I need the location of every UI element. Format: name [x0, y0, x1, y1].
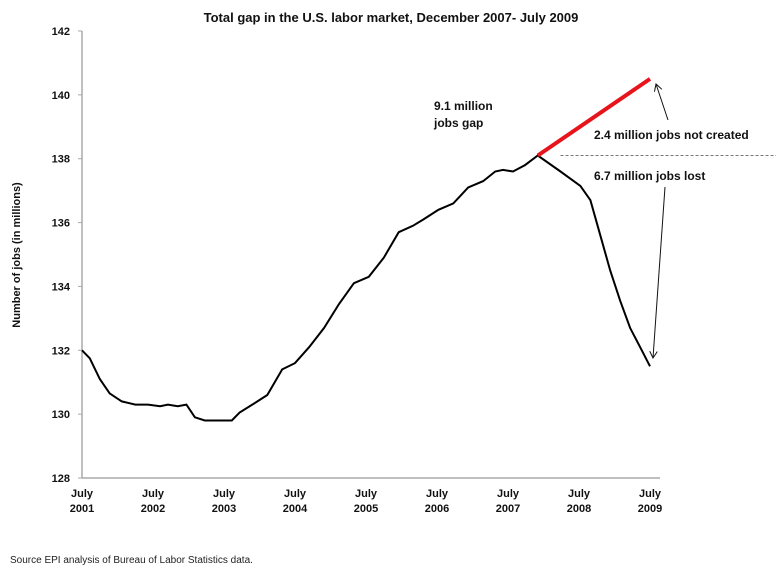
y-tick-label: 128	[52, 473, 70, 485]
y-tick-label: 134	[52, 281, 71, 293]
x-tick-label-month: July	[213, 488, 236, 500]
annotation-not-created: 2.4 million jobs not created	[594, 128, 749, 142]
x-tick-label-year: 2004	[283, 503, 308, 515]
x-tick-label-year: 2003	[212, 503, 236, 515]
x-tick-label-year: 2008	[567, 503, 591, 515]
x-tick-label-month: July	[639, 488, 662, 500]
annotation-gap-line1: 9.1 million	[434, 99, 493, 113]
source-note: Source EPI analysis of Bureau of Labor S…	[10, 555, 253, 566]
x-tick-label-month: July	[497, 488, 520, 500]
y-axis-label: Number of jobs (in millions)	[11, 182, 23, 328]
series-actual-employment	[81, 154, 651, 422]
x-tick-label-month: July	[71, 488, 94, 500]
arrow-lost	[653, 186, 666, 358]
x-tick-label-month: July	[568, 488, 591, 500]
x-tick-label-year: 2005	[354, 503, 378, 515]
x-tick-label-year: 2009	[638, 503, 662, 515]
x-tick-label-year: 2001	[70, 503, 94, 515]
x-tick-label-year: 2002	[141, 503, 165, 515]
arrow-not-created	[656, 84, 669, 121]
x-tick-label-month: July	[355, 488, 378, 500]
annotation-gap-line2: jobs gap	[433, 116, 483, 130]
x-tick-label-year: 2006	[425, 503, 449, 515]
chart-title: Total gap in the U.S. labor market, Dece…	[204, 10, 579, 25]
y-tick-label: 138	[52, 154, 70, 166]
y-tick-label: 132	[52, 345, 70, 357]
x-tick-label-month: July	[284, 488, 307, 500]
x-tick-label-year: 2007	[496, 503, 520, 515]
y-tick-label: 130	[52, 409, 70, 421]
x-tick-label-month: July	[142, 488, 165, 500]
y-tick-label: 136	[52, 218, 70, 230]
x-tick-label-month: July	[426, 488, 449, 500]
annotation-lost: 6.7 million jobs lost	[594, 169, 705, 183]
y-tick-label: 140	[52, 90, 70, 102]
series-trend-line	[536, 77, 652, 158]
y-tick-label: 142	[52, 26, 70, 38]
